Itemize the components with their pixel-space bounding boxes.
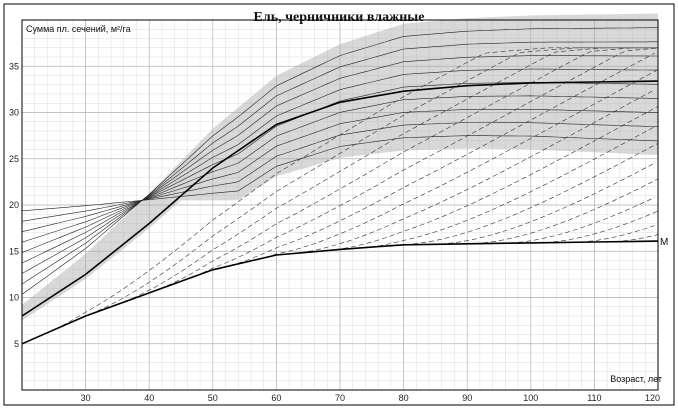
dashed-curve [47,47,658,333]
series-line-M [21,240,659,345]
dashed-curve [292,89,655,254]
dashed-curve [257,69,659,260]
y-tick-label: 5 [14,339,19,349]
dashed-curve [502,197,655,244]
band-curve [21,68,658,264]
y-tick-label: 35 [9,61,19,71]
y-axis-label: Сумма пл. сечений, м²/га [26,24,131,34]
x-tick-label: 90 [462,393,472,403]
chart-title: Ель, черничники влажные [253,10,425,25]
dashed-curve [117,47,658,305]
dashed-curve [82,47,655,318]
band-curve [21,27,658,295]
x-tick-label: 110 [587,393,601,403]
x-tick-label: 40 [144,393,154,403]
band-curve [21,135,659,212]
x-tick-label: 80 [399,393,409,403]
y-tick-label: 15 [9,246,19,256]
band-curve [21,41,658,285]
y-tick-label: 25 [9,154,19,164]
dashed-curve [537,210,659,244]
outer-border [3,3,675,406]
band-curve [21,95,659,243]
x-tick-label: 100 [523,393,538,403]
y-tick-label: 30 [9,108,19,118]
shaded-band [22,13,658,321]
x-tick-label: 50 [208,393,218,403]
plot-border [21,19,659,391]
y-tick-label: 10 [9,293,19,303]
series-line-max [21,80,659,317]
x-tick-label: 60 [271,393,281,403]
band-curve [21,55,658,274]
y-tick-label: 20 [9,200,19,210]
x-tick-label: 120 [645,393,660,403]
dashed-curve [187,47,659,280]
x-tick-label: 70 [335,393,345,403]
x-tick-label: 30 [81,393,91,403]
dashed-curve [222,52,655,268]
dashed-curve [467,178,659,245]
dashed-curve [362,126,655,249]
dashed-curve [327,106,659,251]
dashed-curve [397,143,659,246]
x-axis-label: Возраст, лет [610,374,662,384]
dashed-curve [432,162,655,245]
band-curve [21,109,659,232]
curve-label-m: M [660,237,668,248]
dashed-curve [572,225,655,243]
